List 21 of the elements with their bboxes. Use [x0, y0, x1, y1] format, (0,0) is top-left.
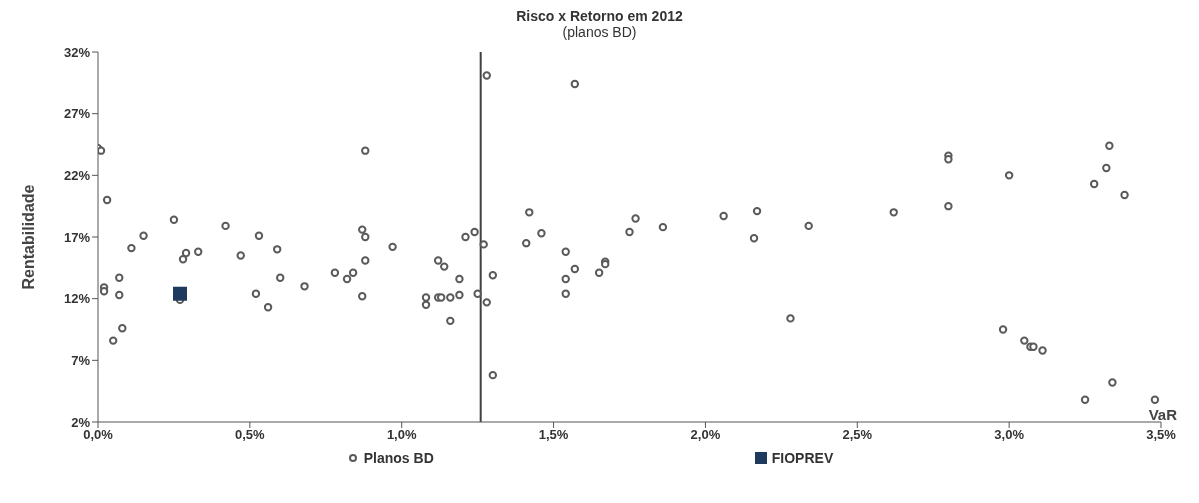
chart-title: Risco x Retorno em 2012: [515, 8, 684, 24]
x-tick-label: 0,0%: [83, 427, 114, 443]
y-tick-label: 22%: [63, 167, 91, 183]
x-tick-label: 1,5%: [538, 427, 569, 443]
chart-subtitle: (planos BD): [561, 24, 638, 40]
x-tick-label: 3,5%: [1146, 427, 1177, 443]
y-tick-label: 2%: [71, 414, 91, 430]
y-tick-label: 17%: [63, 229, 91, 245]
y-tick-label: 27%: [63, 106, 91, 122]
x-tick-label: 2,5%: [842, 427, 873, 443]
y-tick-label: 32%: [63, 44, 91, 60]
x-tick-label: 3,0%: [994, 427, 1025, 443]
x-tick-label: 2,0%: [690, 427, 721, 443]
y-tick-label: 7%: [71, 352, 91, 368]
legend-label: FIOPREV: [771, 450, 834, 466]
y-axis-title: Rentabilidade: [19, 184, 37, 290]
x-tick-label: 1,0%: [386, 427, 417, 443]
y-tick-label: 12%: [63, 291, 91, 307]
x-tick-label: 0,5%: [235, 427, 266, 443]
legend-label: Planos BD: [363, 450, 434, 466]
x-axis-title: VaR: [1148, 406, 1177, 423]
